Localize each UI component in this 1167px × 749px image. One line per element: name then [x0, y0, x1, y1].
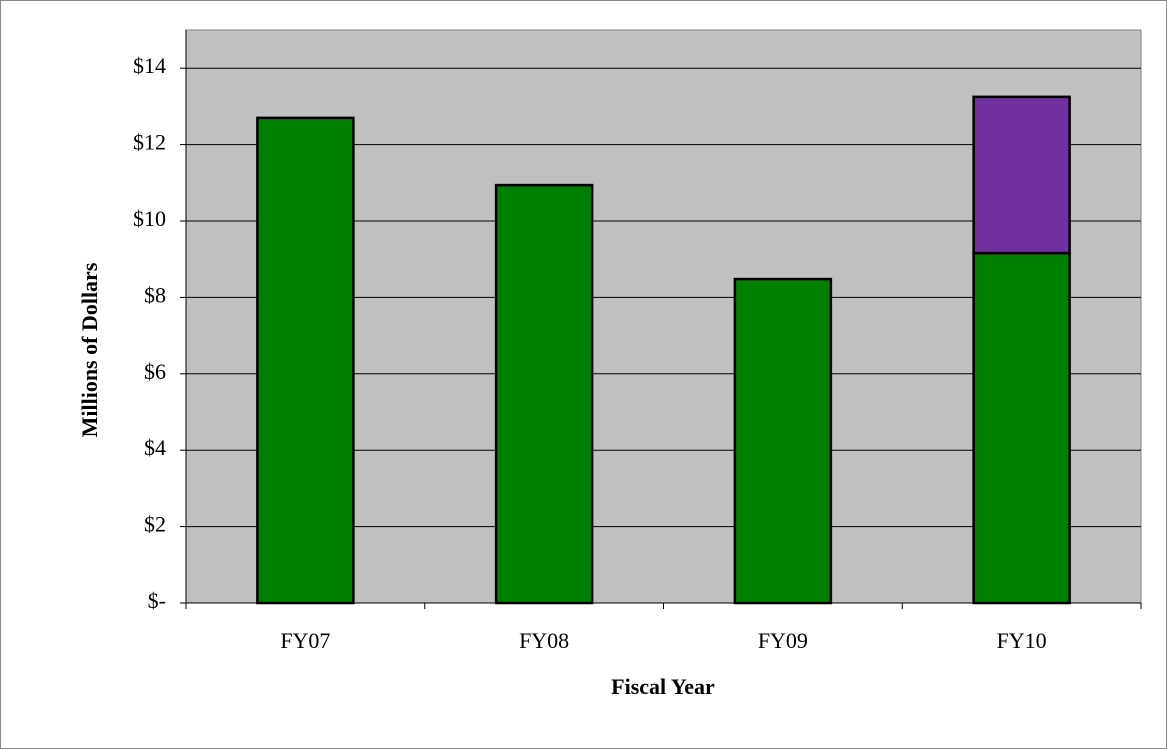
x-tick-label: FY07 [280, 628, 330, 653]
bar-segment [733, 277, 833, 605]
x-tick-label: FY08 [519, 628, 569, 653]
y-tick-label: $6 [144, 359, 166, 384]
y-tick-label: $12 [133, 130, 166, 155]
y-tick-label: $4 [144, 435, 166, 460]
bar-segment [972, 251, 1071, 605]
x-tick-label: FY10 [997, 628, 1047, 653]
bar-segment [972, 95, 1071, 255]
x-tick-label: FY09 [758, 628, 808, 653]
bar-segment [256, 116, 355, 605]
y-tick-label: $8 [144, 282, 166, 307]
y-tick-label: $10 [133, 206, 166, 231]
x-axis-title: Fiscal Year [611, 674, 715, 699]
y-axis-title: Millions of Dollars [77, 262, 102, 437]
y-tick-label: $- [148, 588, 166, 613]
bar-segment [494, 183, 594, 605]
y-tick-label: $2 [144, 512, 166, 537]
y-tick-label: $14 [133, 53, 166, 78]
